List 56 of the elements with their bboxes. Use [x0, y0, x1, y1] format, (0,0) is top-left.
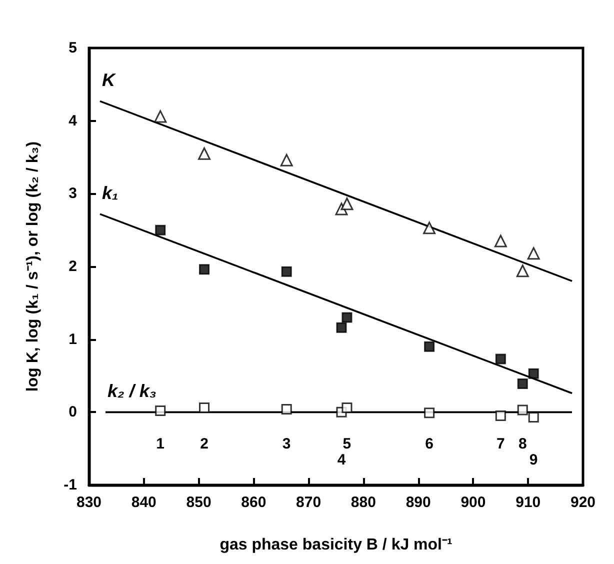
x-tick-label: 880: [350, 494, 376, 511]
point: [423, 222, 436, 234]
point: [424, 408, 435, 418]
annotation: 7: [496, 436, 505, 453]
y-tick-label: 3: [68, 185, 77, 202]
point: [342, 312, 352, 323]
annotation: 1: [156, 436, 165, 453]
x-tick-label: 910: [516, 494, 541, 511]
x-axis-title: gas phase basicity B / kJ mol⁻¹: [220, 536, 452, 554]
series-label: k₂ / k₃: [107, 381, 156, 402]
point: [154, 110, 167, 123]
x-tick-label: 860: [241, 494, 266, 511]
x-tick-label: 920: [570, 494, 596, 511]
point: [517, 378, 528, 390]
point: [199, 402, 210, 414]
point: [528, 368, 539, 379]
y-tick-label: 2: [68, 258, 77, 275]
annotation: 4: [337, 452, 346, 469]
annotation: 6: [425, 436, 434, 453]
point: [495, 410, 506, 422]
x-tick-label: 840: [131, 494, 156, 511]
point: [336, 322, 347, 333]
y-tick-label: 5: [68, 40, 77, 56]
x-tick-label: 830: [76, 494, 102, 511]
point: [281, 404, 292, 415]
y-tick-label: 4: [68, 112, 78, 130]
x-tick-label: 900: [460, 494, 486, 511]
point: [198, 147, 211, 160]
annotation: 3: [282, 436, 291, 453]
point: [155, 224, 166, 236]
point: [199, 264, 210, 275]
point: [527, 247, 540, 260]
point: [494, 234, 507, 248]
annotation: 9: [529, 452, 538, 469]
legend-label: k₁: [102, 183, 118, 204]
annotation: 5: [342, 436, 352, 453]
point: [280, 154, 293, 166]
point: [528, 412, 539, 423]
point: [155, 405, 166, 416]
annotation: 2: [200, 436, 208, 453]
y-tick-label: 0: [68, 404, 77, 421]
x-tick-label: 850: [186, 494, 212, 511]
x-tick-label: 890: [406, 494, 431, 511]
point: [495, 354, 506, 364]
annotation: 8: [518, 436, 527, 453]
x-tick-label: 870: [296, 494, 322, 511]
point: [342, 402, 352, 414]
point: [424, 341, 435, 352]
text: K: [102, 70, 117, 90]
point: [516, 264, 529, 278]
point: [340, 198, 354, 210]
point: [517, 404, 528, 416]
y-axis-title: log K, log (k₁ / s⁻¹), or log (k₂ / k₃): [24, 141, 42, 392]
y-tick-label: -1: [64, 476, 77, 494]
point: [281, 266, 292, 277]
y-tick-label: 1: [68, 330, 77, 348]
